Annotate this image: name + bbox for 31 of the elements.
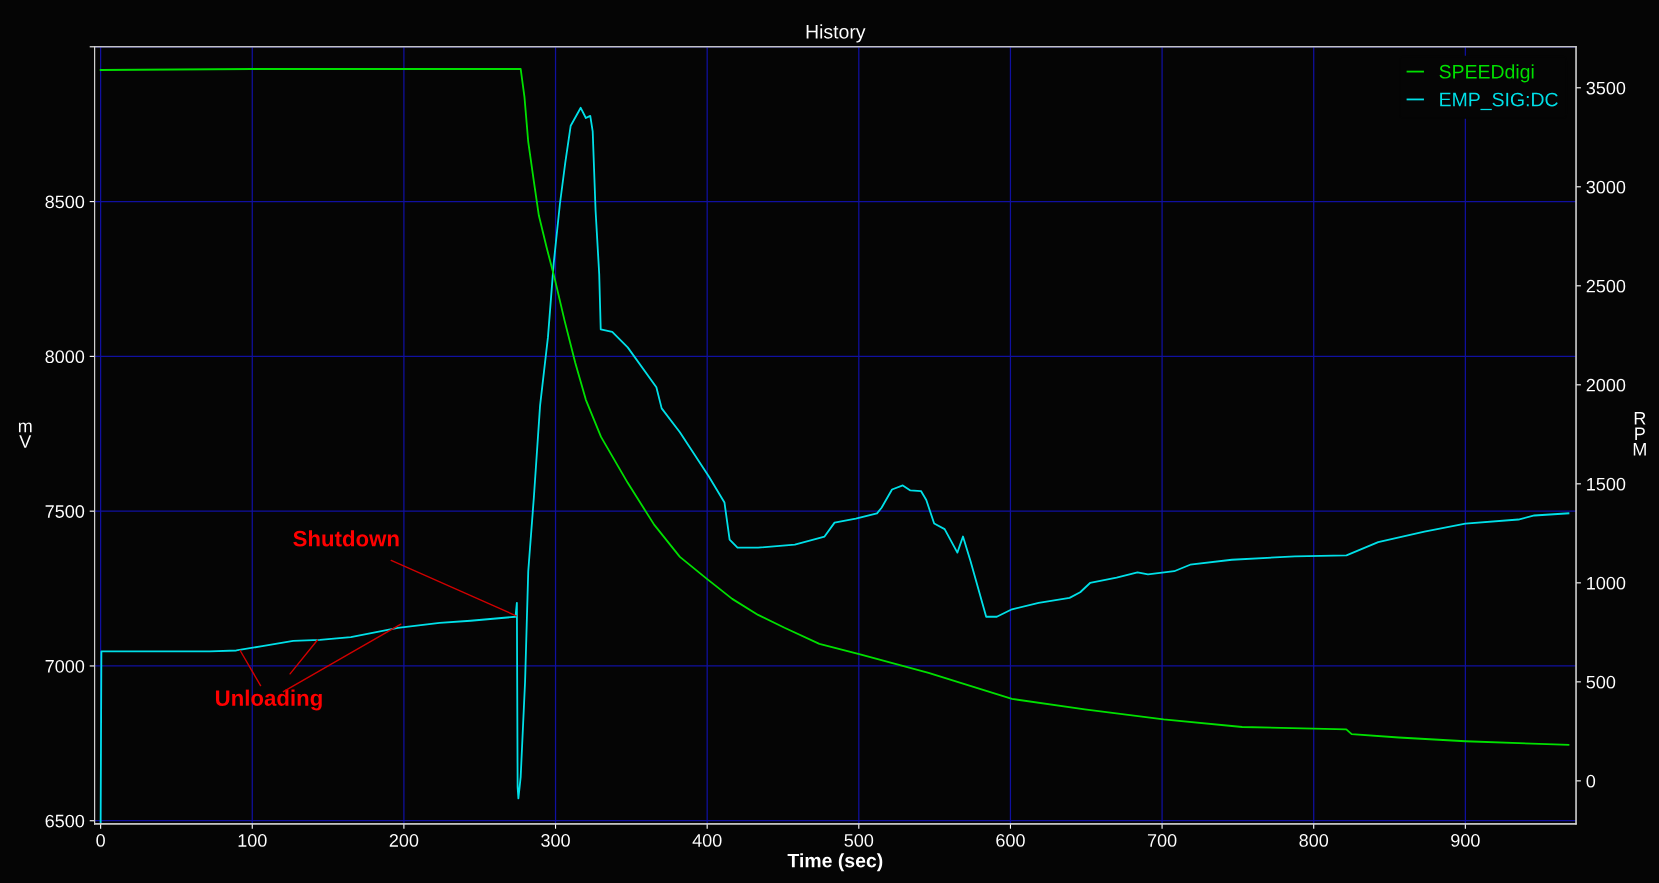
y-tick-label: 7000 [45, 659, 85, 673]
x-axis-title: Time (sec) [787, 853, 883, 872]
y2-tick-label: 2000 [1586, 378, 1626, 392]
y2-tick-label: 2500 [1586, 279, 1626, 293]
annotation: Shutdown [293, 530, 399, 547]
legend-label: SPEEDdigi [1439, 64, 1534, 83]
y-tick-label: 8000 [45, 350, 85, 364]
y2-tick-label: 1500 [1587, 477, 1626, 491]
chart-title: History [806, 24, 866, 43]
y-tick-label: 7500 [45, 505, 85, 518]
x-tick-label: 100 [238, 834, 267, 847]
y2-tick-label: 1000 [1587, 576, 1626, 590]
x-tick-label: 400 [692, 834, 722, 847]
x-tick-label: 200 [389, 834, 419, 847]
y2-axis-title: R P M [1633, 412, 1646, 456]
annotation: Unloading [215, 689, 322, 711]
y2-tick-label: 0 [1586, 774, 1596, 788]
y2-tick-label: 500 [1586, 675, 1616, 689]
y-axis-title: m V [18, 422, 32, 448]
x-tick-label: 800 [1299, 834, 1329, 847]
x-tick-label: 500 [844, 834, 874, 847]
x-tick-label: 300 [541, 834, 570, 847]
legend-label: EMP_SIG:DC [1440, 92, 1558, 111]
y2-tick-label: 3000 [1586, 180, 1626, 194]
x-tick-label: 900 [1451, 834, 1480, 847]
y2-tick-label: 3500 [1586, 81, 1626, 95]
y-tick-label: 6500 [45, 814, 85, 828]
x-tick-label: 0 [96, 834, 105, 847]
x-tick-label: 700 [1147, 834, 1177, 847]
x-tick-label: 600 [996, 834, 1025, 847]
y-tick-label: 8500 [45, 195, 85, 209]
